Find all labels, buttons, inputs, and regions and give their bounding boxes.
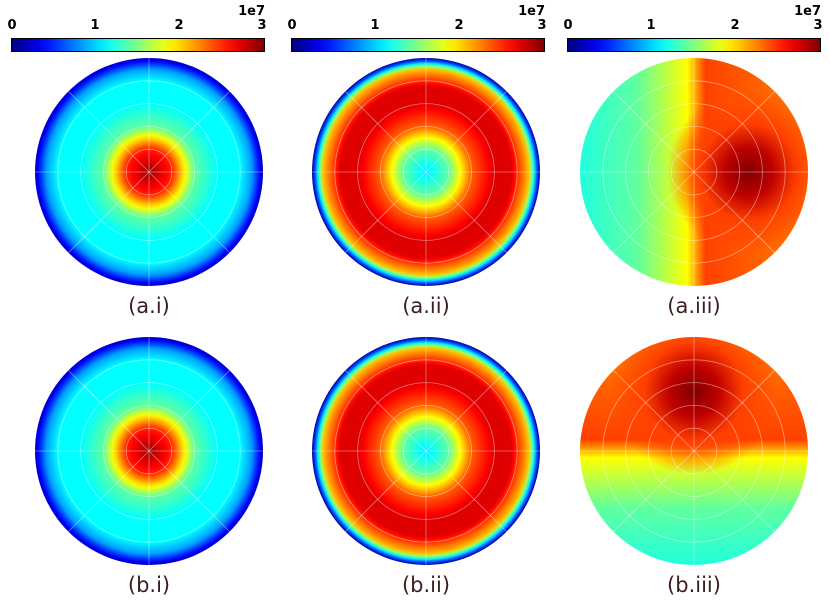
- polar-grid-spoke: [68, 171, 150, 253]
- colorbar-tick: 2: [174, 18, 184, 33]
- polar-grid-ring: [357, 103, 495, 241]
- heatmap-disk: [312, 58, 540, 286]
- polar-grid: [35, 58, 263, 286]
- polar-grid-spoke: [425, 91, 507, 173]
- colorbar-tick: 3: [813, 18, 823, 33]
- polar-grid-spoke: [68, 370, 150, 452]
- polar-grid-spoke: [148, 91, 230, 173]
- colorbar-tick: 0: [7, 18, 17, 33]
- polar-grid: [312, 58, 540, 286]
- polar-grid-ring: [80, 382, 218, 520]
- polar-heatmap-a-iii: [578, 56, 810, 288]
- polar-grid-ring: [125, 427, 173, 475]
- polar-grid-ring: [57, 80, 241, 264]
- polar-heatmap-svg: [35, 337, 263, 565]
- heatmap-disk: [580, 337, 808, 565]
- polar-grid-spoke: [693, 91, 775, 173]
- caption-a-iii: (a.iii): [667, 294, 721, 318]
- colorbar-tick: 1: [370, 18, 380, 33]
- polar-grid-ring: [380, 405, 472, 497]
- colorbar-tick: 2: [730, 18, 740, 33]
- polar-grid-ring: [103, 126, 195, 218]
- colorbar-tick: 2: [454, 18, 464, 33]
- polar-grid-spoke: [345, 450, 427, 532]
- polar-grid-ring: [357, 382, 495, 520]
- polar-heatmap-svg: [312, 337, 540, 565]
- polar-grid-ring: [670, 148, 718, 196]
- polar-grid: [35, 337, 263, 565]
- caption-a-i: (a.i): [128, 294, 170, 318]
- polar-grid-ring: [625, 382, 763, 520]
- colorbar-tick: 0: [563, 18, 573, 33]
- polar-grid-spoke: [148, 370, 230, 452]
- polar-heatmap-svg: [580, 58, 808, 286]
- polar-grid: [580, 337, 808, 565]
- polar-grid-spoke: [148, 450, 230, 532]
- polar-grid-ring: [125, 148, 173, 196]
- polar-grid: [312, 337, 540, 565]
- polar-grid-spoke: [613, 91, 695, 173]
- heatmap-disk: [580, 58, 808, 286]
- polar-grid-ring: [648, 405, 740, 497]
- colorbar-gradient: [567, 38, 821, 52]
- polar-grid-ring: [648, 126, 740, 218]
- colorbar-1: 1e7 0 1 2 3: [7, 4, 267, 52]
- colorbar-tick: 3: [537, 18, 547, 33]
- polar-heatmap-b-iii: [578, 335, 810, 567]
- polar-grid-ring: [670, 427, 718, 475]
- polar-grid-ring: [57, 359, 241, 543]
- polar-grid-spoke: [613, 450, 695, 532]
- colorbar-tick: 0: [287, 18, 297, 33]
- polar-grid-ring: [602, 80, 786, 264]
- polar-heatmap-b-i: [33, 335, 265, 567]
- colorbar-multiplier: 1e7: [518, 4, 545, 19]
- polar-grid-ring: [625, 103, 763, 241]
- polar-grid-spoke: [693, 450, 775, 532]
- heatmap-disk: [35, 58, 263, 286]
- polar-grid-spoke: [613, 370, 695, 452]
- polar-grid-ring: [402, 427, 450, 475]
- polar-heatmap-b-ii: [310, 335, 542, 567]
- colorbar-multiplier: 1e7: [238, 4, 265, 19]
- polar-grid-ring: [80, 103, 218, 241]
- polar-grid-spoke: [425, 370, 507, 452]
- heatmap-disk: [312, 337, 540, 565]
- polar-grid: [580, 58, 808, 286]
- caption-a-ii: (a.ii): [402, 294, 450, 318]
- colorbar-3: 1e7 0 1 2 3: [563, 4, 823, 52]
- polar-grid-spoke: [345, 91, 427, 173]
- colorbar-gradient: [291, 38, 545, 52]
- colorbar-tick: 1: [646, 18, 656, 33]
- colorbar-2: 1e7 0 1 2 3: [287, 4, 547, 52]
- polar-heatmap-svg: [312, 58, 540, 286]
- caption-b-iii: (b.iii): [667, 573, 721, 597]
- caption-b-i: (b.i): [127, 573, 171, 597]
- polar-heatmap-a-i: [33, 56, 265, 288]
- polar-grid-spoke: [693, 370, 775, 452]
- polar-grid-ring: [103, 405, 195, 497]
- polar-grid-ring: [402, 148, 450, 196]
- polar-grid-spoke: [425, 450, 507, 532]
- heatmap-disk: [35, 337, 263, 565]
- polar-grid-spoke: [68, 450, 150, 532]
- polar-heatmap-svg: [35, 58, 263, 286]
- polar-grid-spoke: [613, 171, 695, 253]
- caption-b-ii: (b.ii): [401, 573, 451, 597]
- polar-heatmap-svg: [580, 337, 808, 565]
- polar-grid-spoke: [148, 171, 230, 253]
- polar-grid-spoke: [425, 171, 507, 253]
- polar-grid-ring: [334, 359, 518, 543]
- colorbar-multiplier: 1e7: [794, 4, 821, 19]
- polar-heatmap-a-ii: [310, 56, 542, 288]
- polar-grid-spoke: [68, 91, 150, 173]
- polar-grid-ring: [380, 126, 472, 218]
- colorbar-tick: 1: [90, 18, 100, 33]
- colorbar-gradient: [11, 38, 265, 52]
- polar-grid-ring: [602, 359, 786, 543]
- polar-grid-spoke: [693, 171, 775, 253]
- colorbar-tick: 3: [257, 18, 267, 33]
- polar-grid-spoke: [345, 370, 427, 452]
- polar-grid-ring: [334, 80, 518, 264]
- polar-grid-spoke: [345, 171, 427, 253]
